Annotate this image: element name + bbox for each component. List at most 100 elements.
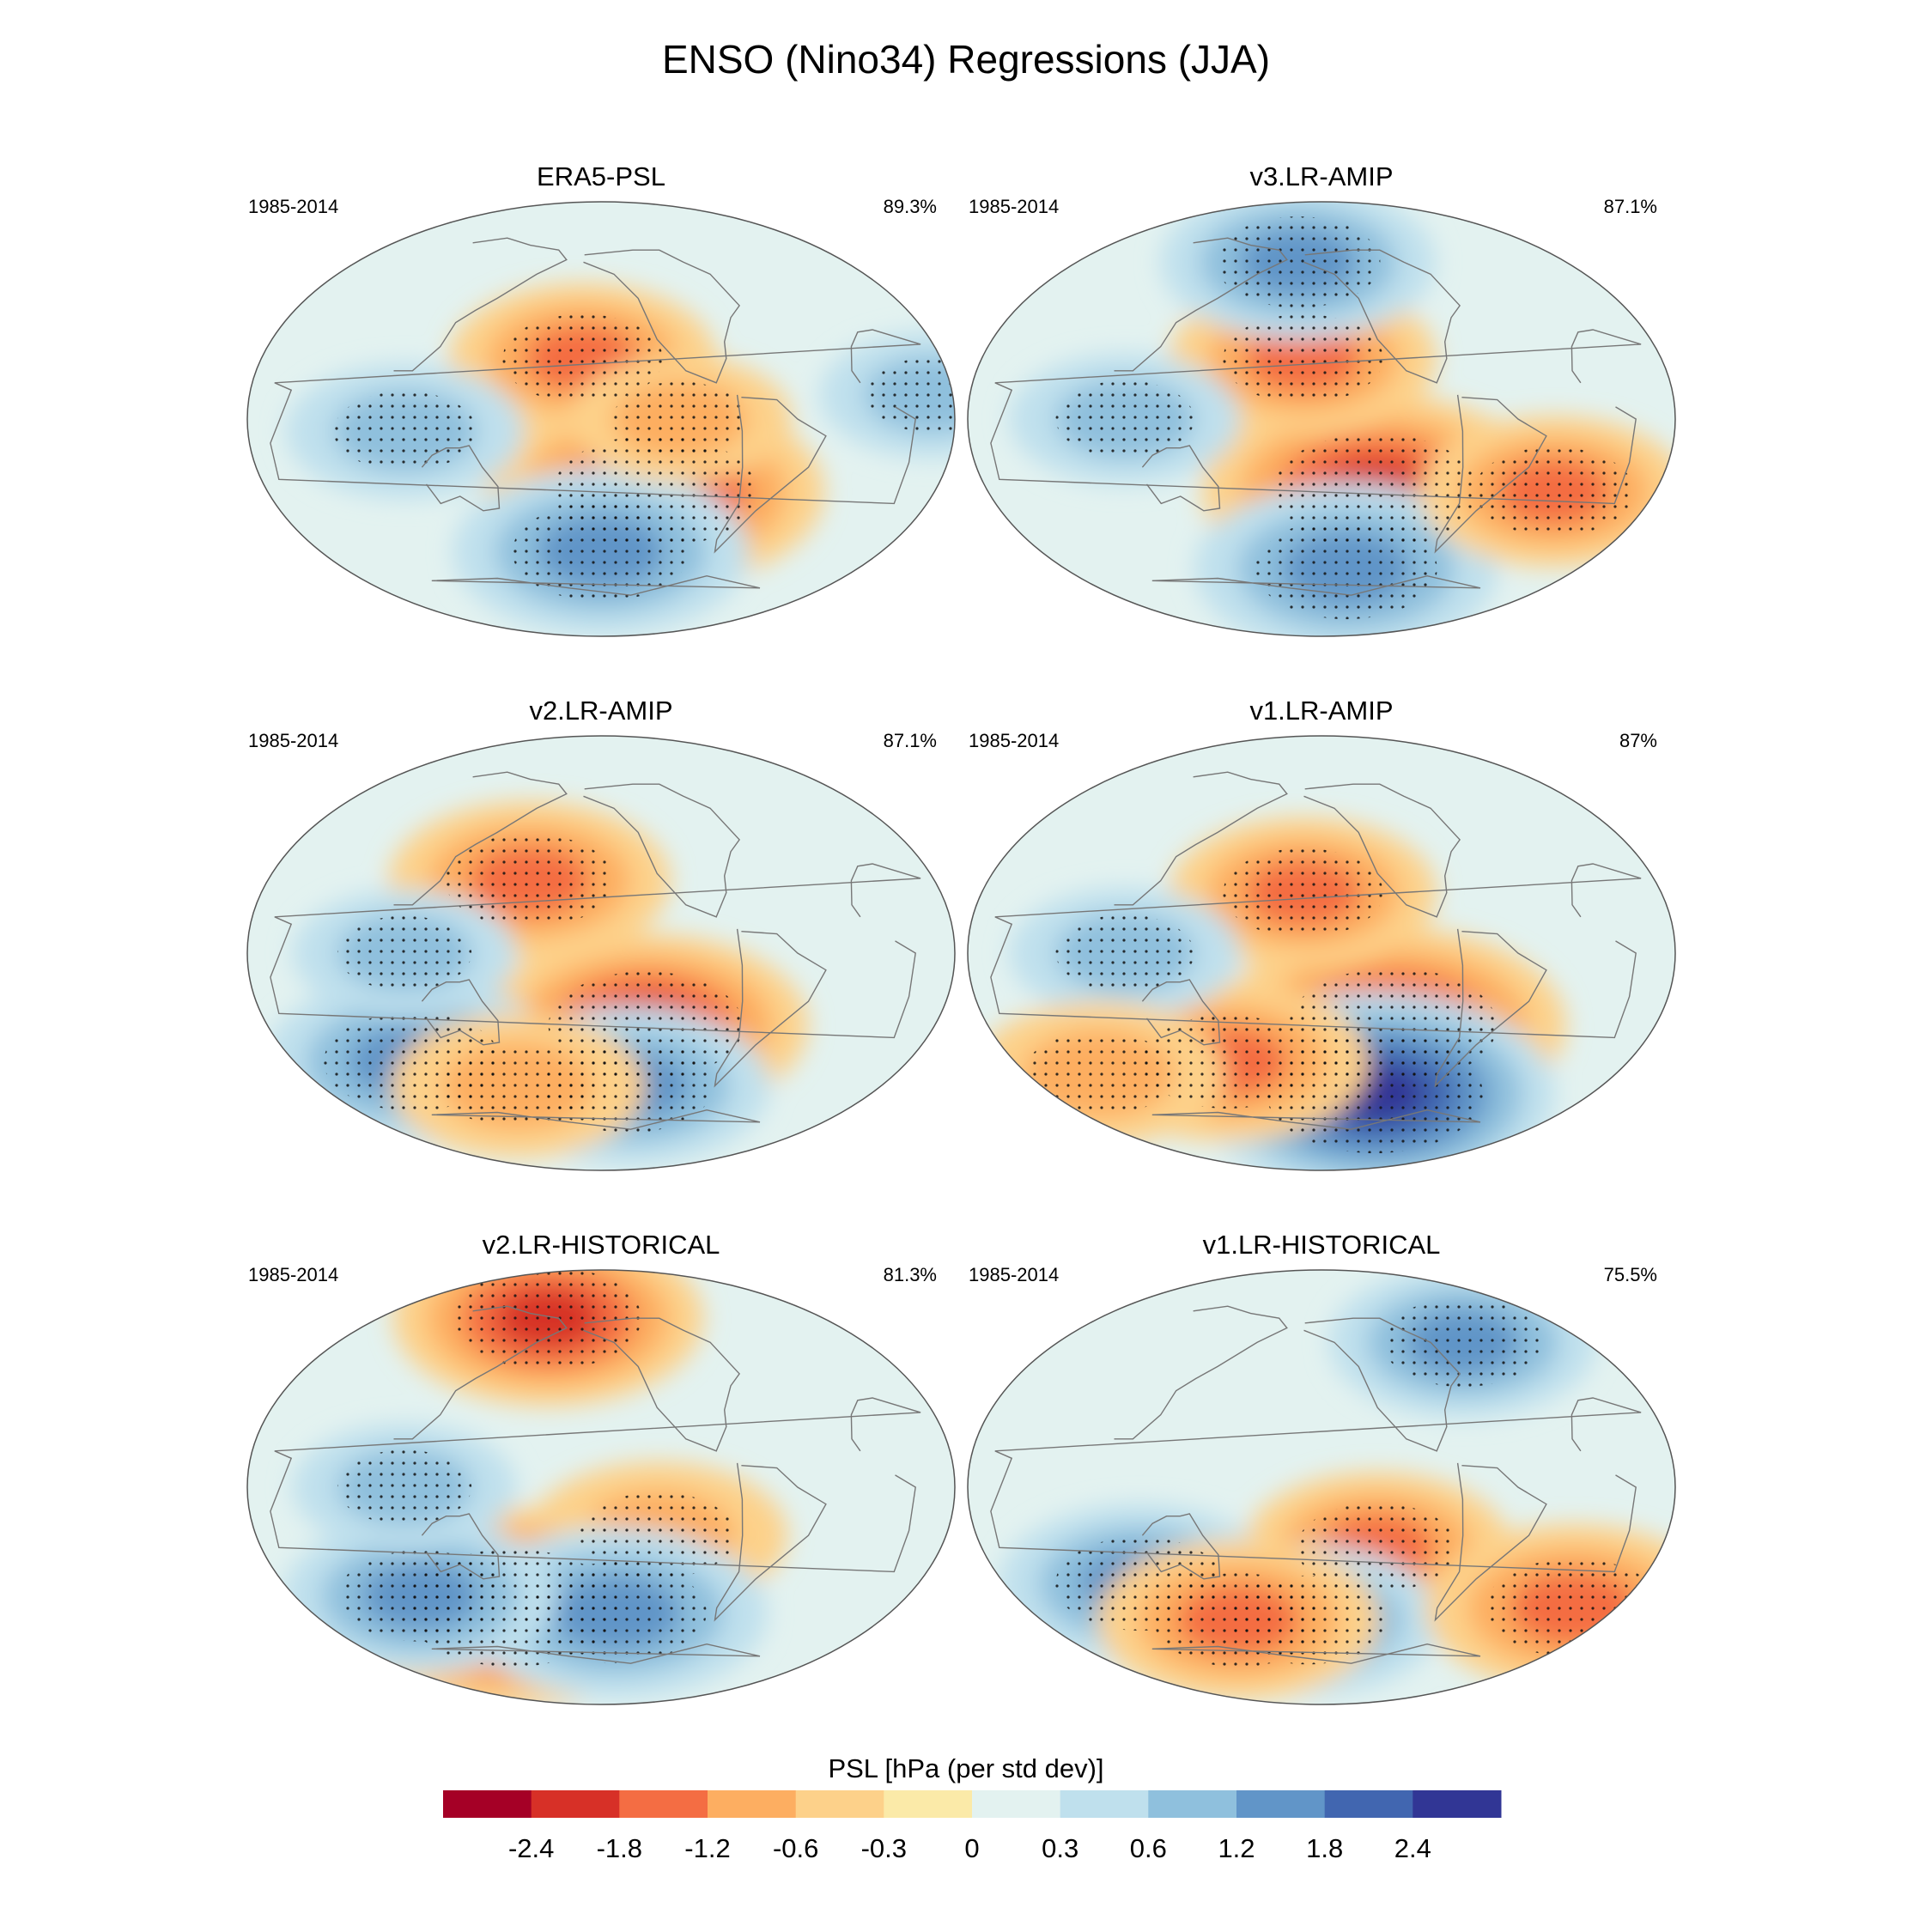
significance-stipple	[502, 313, 663, 404]
map-panel-v2-amip: v2.LR-AMIP 1985-2014 87.1%	[245, 696, 957, 1176]
colorbar-tick-label: 0	[964, 1833, 979, 1863]
coastline	[990, 1397, 1642, 1573]
coastline	[393, 771, 568, 906]
significance-stipple	[333, 391, 477, 471]
significance-stipple	[865, 357, 955, 433]
significance-stipple	[580, 1492, 736, 1579]
panel-period: 1985-2014	[969, 1264, 1060, 1285]
colorbar-label: PSL [hPa (per std dev)]	[828, 1753, 1104, 1783]
coastline	[431, 1109, 761, 1130]
significance-stipple	[1055, 914, 1194, 992]
significance-stipple	[337, 1550, 503, 1642]
significance-stipple	[337, 1449, 472, 1525]
panel-title: v2.LR-AMIP	[529, 696, 673, 726]
colorbar-tick-label: -0.3	[861, 1833, 907, 1863]
panel-pattern-corr: 89.3%	[883, 196, 937, 217]
significance-stipple	[1215, 216, 1381, 308]
coastline	[714, 1462, 827, 1622]
colorbar-tick-label: -2.4	[508, 1833, 554, 1863]
panel-pattern-corr: 75.5%	[1603, 1264, 1657, 1285]
significance-stipple	[1223, 313, 1383, 404]
map-panel-v3-amip: v3.LR-AMIP 1985-2014 87.1%	[965, 161, 1678, 642]
significance-stipple	[1297, 1503, 1457, 1593]
colorbar-segment	[884, 1790, 973, 1818]
significance-stipple	[1473, 447, 1634, 537]
map-plot	[246, 1269, 956, 1705]
map-plot	[967, 201, 1676, 637]
coastline	[990, 329, 1642, 505]
significance-stipple	[1382, 1297, 1543, 1388]
coastline	[1303, 1317, 1461, 1452]
panel-title: v2.LR-HISTORICAL	[482, 1230, 720, 1260]
coastline	[583, 249, 741, 384]
colorbar-tick-label: -1.2	[684, 1833, 730, 1863]
coastline	[270, 863, 921, 1039]
panel-title: v3.LR-AMIP	[1249, 161, 1394, 191]
map-border	[246, 735, 956, 1171]
figure-title: ENSO (Nino34) Regressions (JJA)	[661, 37, 1271, 82]
panel-pattern-corr: 81.3%	[883, 1264, 937, 1285]
colorbar-segment	[1236, 1790, 1326, 1818]
panel-title: ERA5-PSL	[537, 161, 665, 191]
significance-stipple	[612, 381, 747, 457]
colorbar-segment	[795, 1790, 884, 1818]
coastline	[990, 863, 1642, 1039]
significance-stipple	[1223, 848, 1383, 938]
colorbar-segment	[531, 1790, 620, 1818]
map-plot	[246, 735, 956, 1171]
coastline	[583, 1317, 741, 1452]
significance-stipple	[544, 1039, 714, 1133]
map-panel-v1-amip: v1.LR-AMIP 1985-2014 87%	[965, 696, 1678, 1176]
colorbar-segment	[972, 1790, 1061, 1818]
significance-stipple	[441, 1043, 594, 1128]
map-border	[246, 1269, 956, 1705]
coastline	[1434, 1462, 1547, 1622]
colorbar-tick-label: 1.2	[1218, 1833, 1255, 1863]
significance-stipple	[524, 1562, 707, 1663]
coastline	[421, 979, 501, 1046]
coastline	[1114, 771, 1288, 906]
coastline	[1434, 928, 1547, 1088]
colorbar: -2.4 -1.8 -1.2 -0.6 -0.3 0 0.3 0.6 1.2 1.8 2.4	[443, 1790, 1502, 1863]
coastline	[1434, 394, 1547, 554]
coastline	[1141, 445, 1221, 512]
significance-stipple	[454, 1270, 641, 1370]
coastline	[714, 928, 827, 1088]
colorbar-segment	[1148, 1790, 1237, 1818]
coastline	[393, 237, 568, 372]
coastline	[421, 445, 501, 512]
significance-stipple	[1266, 1033, 1483, 1154]
coastline	[1303, 249, 1461, 384]
colorbar-segment	[1413, 1790, 1502, 1818]
colorbar-segment	[443, 1790, 532, 1818]
significance-stipple	[1142, 1014, 1312, 1109]
panel-pattern-corr: 87%	[1619, 730, 1657, 751]
coastline	[393, 1305, 568, 1440]
coastline	[1141, 1513, 1221, 1580]
colorbar-tick-label: 0.3	[1042, 1833, 1078, 1863]
coastline	[431, 1643, 761, 1664]
colorbar-tick-label: -0.6	[773, 1833, 818, 1863]
colorbar-tick-label: 1.8	[1306, 1833, 1343, 1863]
map-border	[246, 201, 956, 637]
coastline	[1303, 783, 1461, 918]
significance-stipple	[337, 915, 472, 991]
map-border	[967, 201, 1676, 637]
map-panel-v2-historical: v2.LR-HISTORICAL 1985-2014 81.3%	[245, 1230, 957, 1710]
colorbar-segment	[619, 1790, 708, 1818]
map-panel-era5: ERA5-PSL 1985-2014 89.3%	[245, 161, 957, 642]
coastline	[1151, 1643, 1481, 1664]
colorbar-segment	[1324, 1790, 1413, 1818]
panel-period: 1985-2014	[969, 196, 1060, 217]
coastline	[270, 1397, 921, 1573]
coastline	[1114, 237, 1288, 372]
significance-stipple	[1055, 380, 1194, 458]
map-border	[967, 1269, 1676, 1705]
map-plot	[967, 735, 1676, 1171]
coastline	[1141, 979, 1221, 1046]
colorbar-tick-label: 0.6	[1130, 1833, 1167, 1863]
panel-title: v1.LR-HISTORICAL	[1202, 1230, 1441, 1260]
map-plot	[246, 201, 956, 637]
map-panel-v1-historical: v1.LR-HISTORICAL 1985-2014 75.5%	[965, 1230, 1678, 1710]
colorbar-tick-label: 2.4	[1394, 1833, 1431, 1863]
